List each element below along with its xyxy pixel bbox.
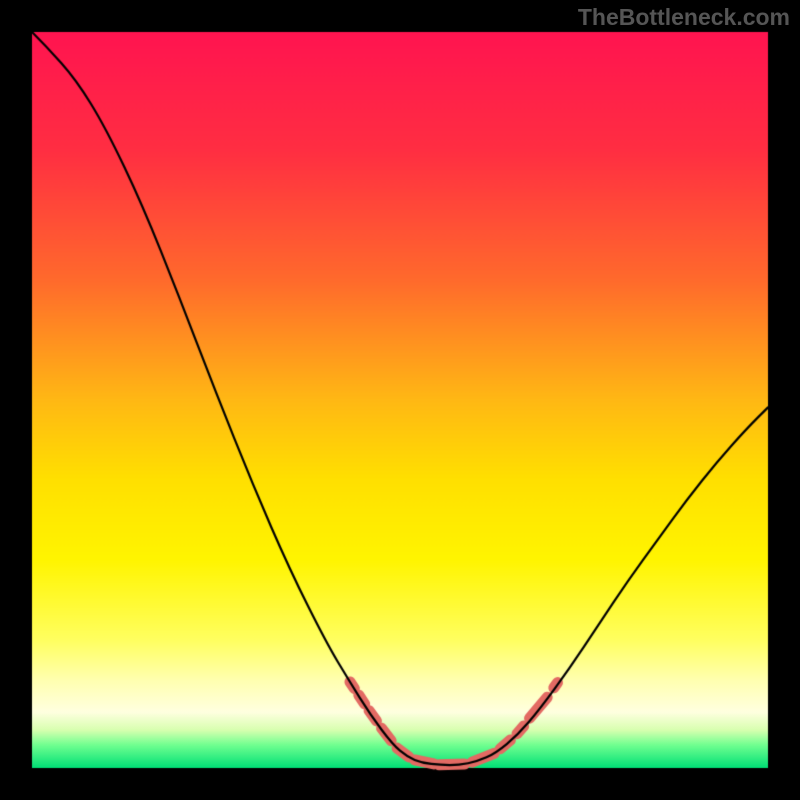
chart-root: TheBottleneck.com <box>0 0 800 800</box>
bottleneck-curve-canvas <box>0 0 800 800</box>
